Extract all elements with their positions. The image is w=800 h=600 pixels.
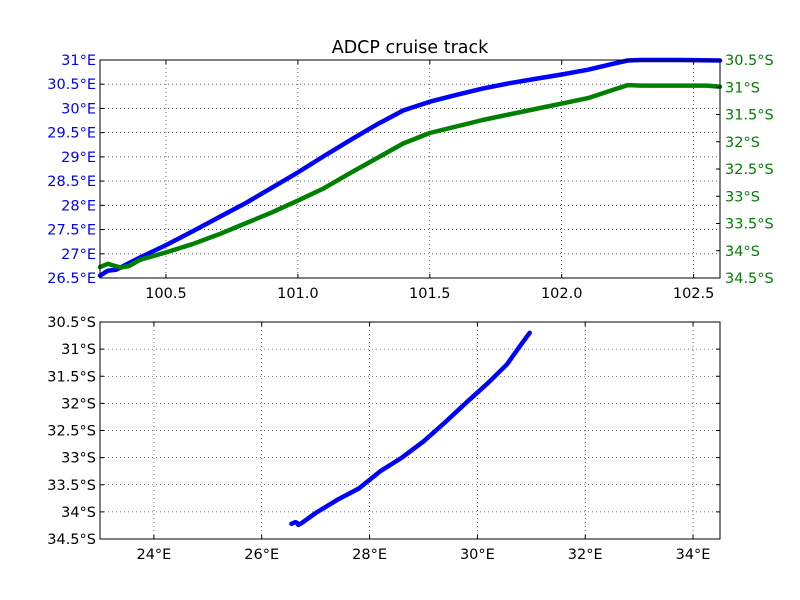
top-right-y-tick-label: 31°S: [725, 80, 760, 96]
top-series-group: [97, 57, 723, 278]
top-x-tick-label: 100.5: [145, 286, 187, 302]
top-left-y-tick-label: 26.5°E: [47, 271, 96, 287]
bottom-y-tick-label: 31.5°S: [47, 369, 96, 385]
top-left-y-tick-label: 29.5°E: [47, 126, 96, 142]
bottom-x-tick-label: 26°E: [244, 547, 279, 563]
top-right-y-tick-label: 33°S: [725, 189, 760, 205]
bottom-y-tick-label: 32.5°S: [47, 424, 96, 440]
top-blue-series-line: [97, 57, 723, 278]
bottom-y-tick-label: 33.5°S: [47, 478, 96, 494]
top-x-tick-label: 102.5: [673, 286, 715, 302]
top-left-y-tick-label: 28°E: [61, 198, 96, 214]
bottom-y-tick-label: 34°S: [61, 505, 96, 521]
top-subplot: 100.5 101.0 101.5 102.0 102.5 26.5°E 27°E 27.5°…: [47, 53, 773, 302]
bottom-y-tick-label: 30.5°S: [47, 315, 96, 331]
chart-title: ADCP cruise track: [332, 38, 489, 58]
top-right-y-tick-label: 31.5°S: [725, 108, 774, 124]
bottom-ticks: 24°E 26°E 28°E 30°E 32°E 34°E 30.5°S 31°S 31.5°S…: [47, 315, 720, 563]
top-left-y-tick-label: 29°E: [61, 150, 96, 166]
top-left-y-tick-label: 28.5°E: [47, 174, 96, 190]
top-right-y-tick-label: 30.5°S: [725, 53, 774, 69]
bottom-x-tick-label: 32°E: [568, 547, 603, 563]
top-left-y-tick-label: 31°E: [61, 53, 96, 69]
bottom-y-tick-label: 31°S: [61, 342, 96, 358]
top-ticks: 100.5 101.0 101.5 102.0 102.5 26.5°E 27°E 27.5°…: [47, 53, 773, 302]
bottom-track-line: [289, 330, 532, 528]
top-right-y-tick-label: 33.5°S: [725, 217, 774, 233]
top-x-tick-label: 101.0: [277, 286, 319, 302]
bottom-y-tick-label: 32°S: [61, 396, 96, 412]
bottom-y-tick-label: 34.5°S: [47, 532, 96, 548]
top-left-y-tick-label: 30°E: [61, 101, 96, 117]
bottom-x-tick-label: 34°E: [676, 547, 711, 563]
top-right-y-tick-label: 34°S: [725, 244, 760, 260]
top-right-y-tick-label: 34.5°S: [725, 271, 774, 287]
top-right-y-tick-label: 32°S: [725, 135, 760, 151]
top-green-series-line: [97, 82, 723, 270]
top-left-y-tick-label: 27°E: [61, 247, 96, 263]
bottom-x-tick-label: 28°E: [352, 547, 387, 563]
top-x-tick-label: 101.5: [409, 286, 451, 302]
bottom-x-tick-label: 30°E: [460, 547, 495, 563]
bottom-series-group: [289, 330, 532, 528]
bottom-y-tick-label: 33°S: [61, 451, 96, 467]
bottom-x-tick-label: 24°E: [136, 547, 171, 563]
top-x-tick-label: 102.0: [541, 286, 583, 302]
bottom-subplot: 24°E 26°E 28°E 30°E 32°E 34°E 30.5°S 31°S 31.5°S…: [47, 315, 721, 563]
top-right-y-tick-label: 32.5°S: [725, 162, 774, 178]
top-left-y-tick-label: 27.5°E: [47, 223, 96, 239]
top-left-y-tick-label: 30.5°E: [47, 77, 96, 93]
